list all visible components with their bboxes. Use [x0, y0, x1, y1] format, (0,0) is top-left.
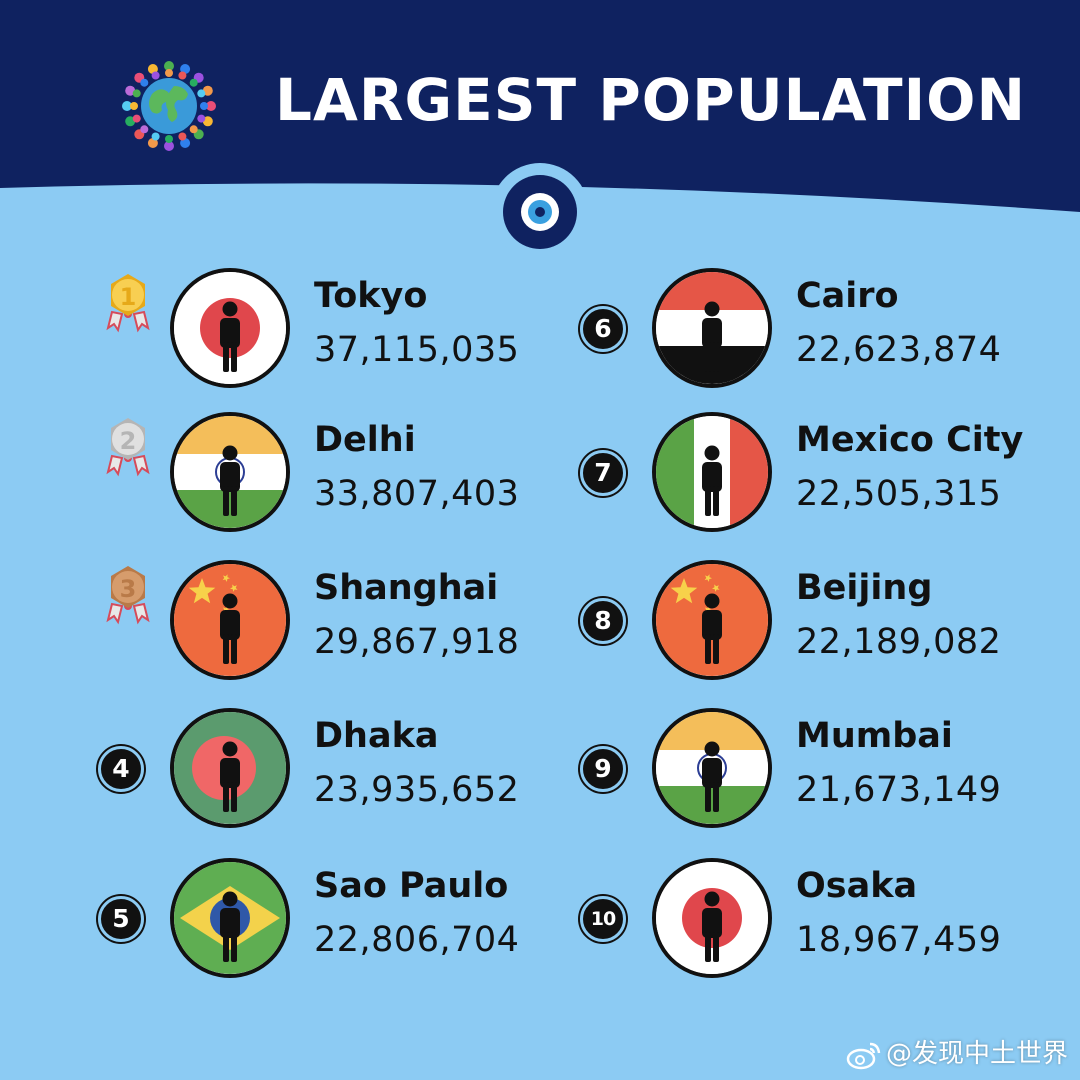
ranking-entry: 2 Delhi 33,807,403	[98, 412, 538, 532]
rank-number: 10	[580, 896, 626, 942]
weibo-icon	[846, 1040, 882, 1070]
population-value: 22,505,315	[796, 474, 1002, 514]
medal-number: 3	[120, 575, 137, 603]
ranking-entry: 8 Beijing 22,189,082	[580, 560, 1020, 680]
eye-icon	[490, 162, 590, 262]
brazil-flag-icon	[170, 858, 290, 978]
city-name: Osaka	[796, 866, 918, 906]
ranking-entry: 4 Dhaka 23,935,652	[98, 708, 538, 828]
egypt-flag-icon	[652, 268, 772, 388]
bangladesh-flag-icon	[170, 708, 290, 828]
rank-number: 5	[98, 896, 144, 942]
city-name: Delhi	[314, 420, 416, 460]
people-around-globe-icon	[116, 56, 222, 156]
rank-number: 9	[580, 746, 626, 792]
header-banner	[0, 0, 1080, 260]
mexico-flag-icon	[652, 412, 772, 532]
ranking-entry: 10 Osaka 18,967,459	[580, 858, 1020, 978]
population-value: 21,673,149	[796, 770, 1002, 810]
ranking-entry: 7 Mexico City 22,505,315	[580, 412, 1024, 532]
city-name: Shanghai	[314, 568, 499, 608]
china-flag-icon	[170, 560, 290, 680]
rank-badge: 9	[580, 708, 640, 828]
gold-medal-icon: 1	[98, 264, 158, 384]
rank-badge: 5	[98, 858, 158, 978]
rank-number: 4	[98, 746, 144, 792]
ranking-entry: 5 Sao Paulo 22,806,704	[98, 858, 538, 978]
population-value: 22,189,082	[796, 622, 1002, 662]
bronze-medal-icon: 3	[98, 556, 158, 676]
page-title: LARGEST POPULATION	[275, 66, 1027, 134]
population-value: 29,867,918	[314, 622, 520, 662]
japan-flag-icon	[652, 858, 772, 978]
rank-badge: 7	[580, 412, 640, 532]
ranking-entry: 6 Cairo 22,623,874	[580, 268, 1020, 388]
rank-badge: 10	[580, 858, 640, 978]
rank-number: 7	[580, 450, 626, 496]
population-value: 22,623,874	[796, 330, 1002, 370]
rank-number: 6	[580, 306, 626, 352]
india-flag-icon	[170, 412, 290, 532]
ranking-entry: 9 Mumbai 21,673,149	[580, 708, 1020, 828]
medal-number: 2	[120, 427, 137, 455]
india-flag-icon	[652, 708, 772, 828]
china-flag-icon	[652, 560, 772, 680]
population-value: 18,967,459	[796, 920, 1002, 960]
population-value: 22,806,704	[314, 920, 520, 960]
city-name: Mumbai	[796, 716, 953, 756]
city-name: Dhaka	[314, 716, 439, 756]
silver-medal-icon: 2	[98, 408, 158, 528]
watermark-text: @发现中土世界	[885, 1039, 1068, 1069]
watermark: @发现中土世界	[846, 1033, 1068, 1070]
japan-flag-icon	[170, 268, 290, 388]
ranking-entry: 1 Tokyo 37,115,035	[98, 268, 538, 388]
city-name: Mexico City	[796, 420, 1024, 460]
city-name: Cairo	[796, 276, 899, 316]
ranking-entry: 3 Shanghai 29,867,918	[98, 560, 538, 680]
population-value: 37,115,035	[314, 330, 520, 370]
population-value: 23,935,652	[314, 770, 520, 810]
city-name: Sao Paulo	[314, 866, 509, 906]
rank-badge: 4	[98, 708, 158, 828]
medal-number: 1	[120, 283, 137, 311]
city-name: Tokyo	[314, 276, 428, 316]
rank-badge: 6	[580, 268, 640, 388]
city-name: Beijing	[796, 568, 933, 608]
rank-number: 8	[580, 598, 626, 644]
rank-badge: 8	[580, 560, 640, 680]
population-value: 33,807,403	[314, 474, 520, 514]
